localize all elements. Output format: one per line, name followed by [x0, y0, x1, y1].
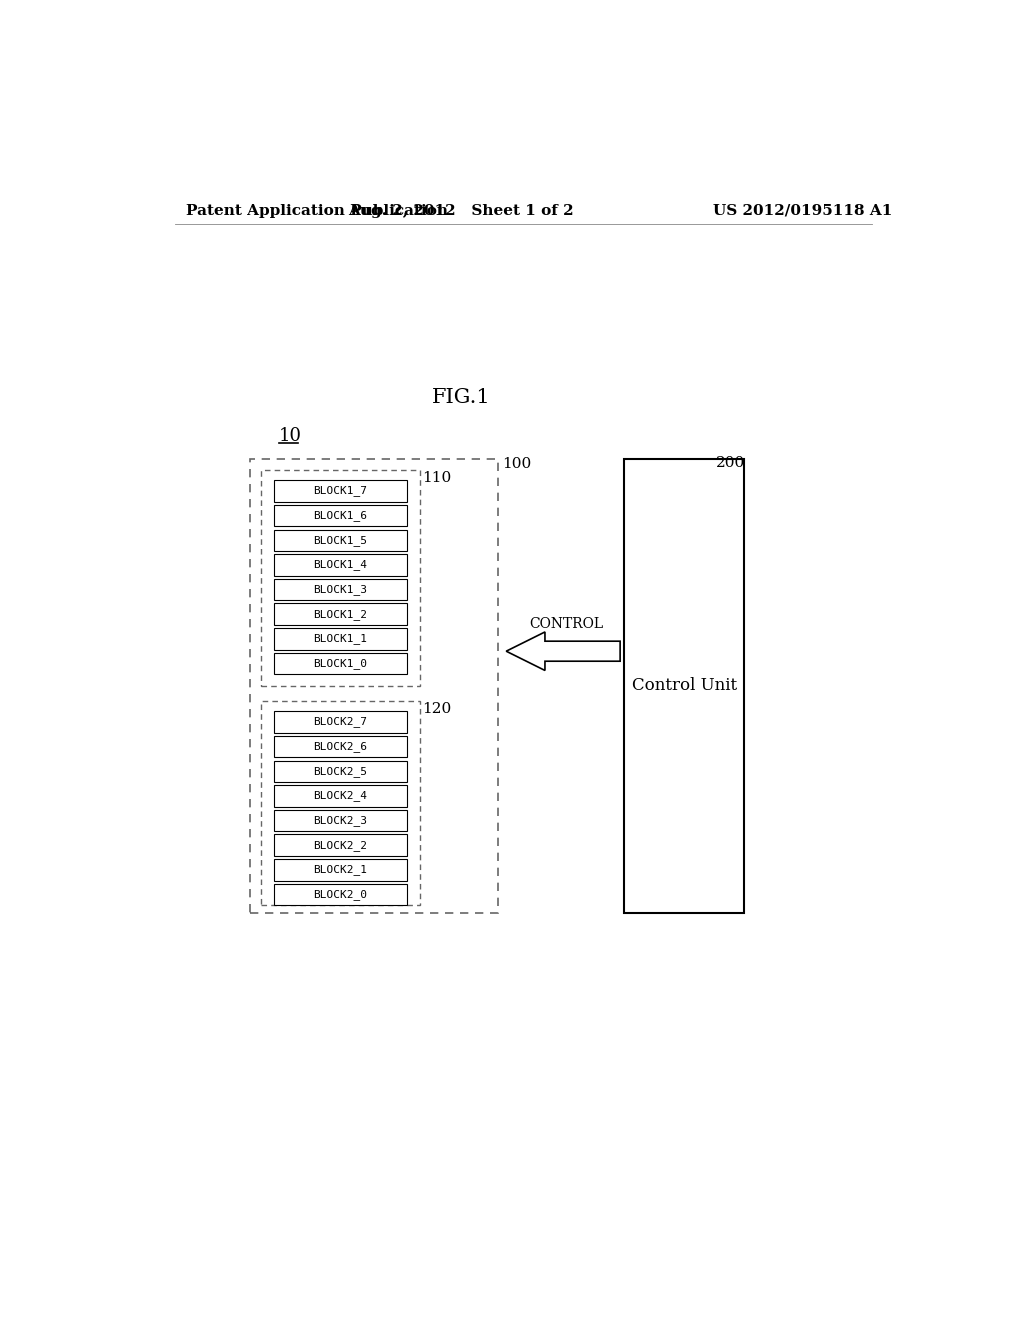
Text: Patent Application Publication: Patent Application Publication — [186, 203, 449, 218]
Text: CONTROL: CONTROL — [528, 618, 603, 631]
Text: Aug. 2, 2012   Sheet 1 of 2: Aug. 2, 2012 Sheet 1 of 2 — [348, 203, 574, 218]
Text: Control Unit: Control Unit — [632, 677, 736, 694]
Bar — [261, 701, 420, 906]
Bar — [273, 834, 407, 857]
Bar — [273, 480, 407, 502]
Bar — [273, 737, 407, 758]
Text: 100: 100 — [503, 457, 531, 471]
Bar — [273, 506, 407, 527]
Bar — [273, 810, 407, 832]
Text: FIG.1: FIG.1 — [432, 388, 490, 407]
Text: BLOCK1_5: BLOCK1_5 — [313, 535, 368, 545]
Polygon shape — [506, 632, 621, 671]
Text: 110: 110 — [423, 471, 452, 484]
Bar — [273, 554, 407, 576]
Text: BLOCK1_6: BLOCK1_6 — [313, 511, 368, 521]
Bar — [273, 603, 407, 626]
Text: 200: 200 — [717, 455, 745, 470]
Text: BLOCK2_3: BLOCK2_3 — [313, 816, 368, 826]
Text: BLOCK1_7: BLOCK1_7 — [313, 486, 368, 496]
Text: BLOCK2_1: BLOCK2_1 — [313, 865, 368, 875]
Text: 120: 120 — [423, 702, 452, 715]
Bar — [261, 470, 420, 686]
Bar — [273, 653, 407, 675]
Bar — [273, 859, 407, 880]
Text: US 2012/0195118 A1: US 2012/0195118 A1 — [713, 203, 892, 218]
Bar — [273, 711, 407, 733]
Bar — [273, 884, 407, 906]
Text: BLOCK1_0: BLOCK1_0 — [313, 659, 368, 669]
Text: BLOCK2_0: BLOCK2_0 — [313, 890, 368, 900]
Text: BLOCK2_4: BLOCK2_4 — [313, 791, 368, 801]
Bar — [273, 628, 407, 649]
Bar — [273, 785, 407, 807]
Text: BLOCK2_5: BLOCK2_5 — [313, 766, 368, 776]
Text: BLOCK2_7: BLOCK2_7 — [313, 717, 368, 727]
Text: BLOCK1_1: BLOCK1_1 — [313, 634, 368, 644]
Bar — [624, 459, 744, 913]
Text: BLOCK2_2: BLOCK2_2 — [313, 840, 368, 850]
Text: BLOCK1_3: BLOCK1_3 — [313, 585, 368, 595]
Text: 10: 10 — [280, 426, 302, 445]
Text: BLOCK1_2: BLOCK1_2 — [313, 609, 368, 619]
Bar — [273, 579, 407, 601]
Bar — [273, 529, 407, 552]
Bar — [251, 459, 499, 913]
Bar — [273, 760, 407, 781]
Text: BLOCK1_4: BLOCK1_4 — [313, 560, 368, 570]
Text: BLOCK2_6: BLOCK2_6 — [313, 742, 368, 752]
